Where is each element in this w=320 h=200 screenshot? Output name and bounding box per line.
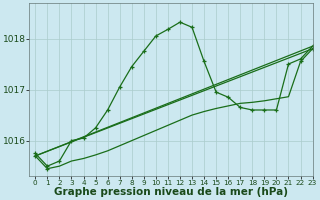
X-axis label: Graphe pression niveau de la mer (hPa): Graphe pression niveau de la mer (hPa) [54,187,288,197]
